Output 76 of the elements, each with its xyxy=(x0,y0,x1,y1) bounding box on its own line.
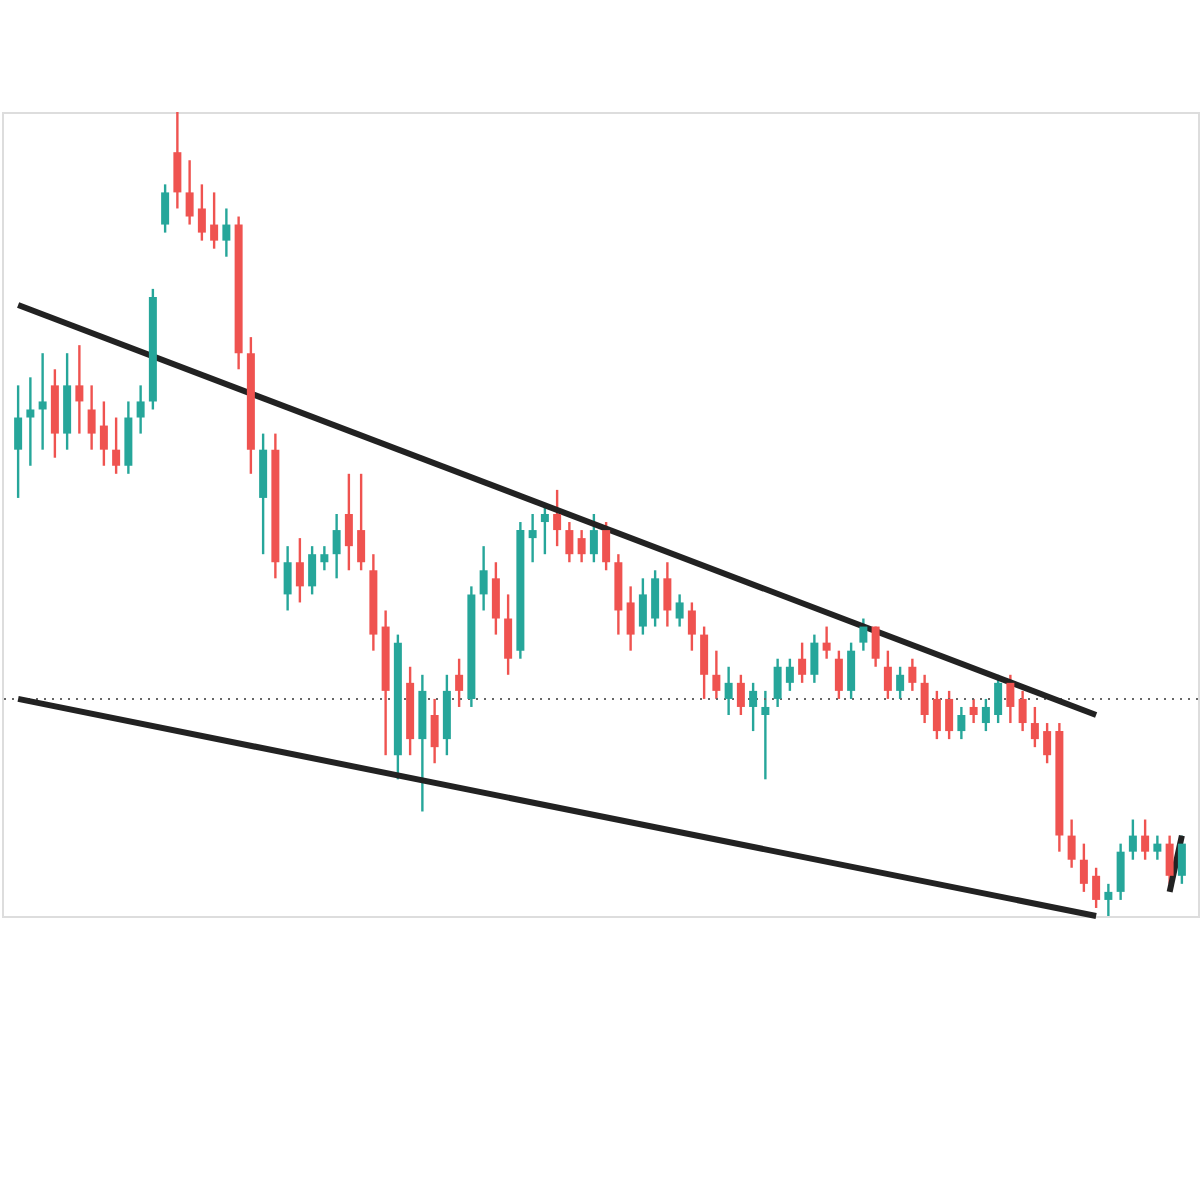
candlestick xyxy=(357,472,366,572)
candlestick xyxy=(540,504,549,556)
candlestick xyxy=(626,585,635,652)
candlestick xyxy=(99,400,108,467)
candlestick xyxy=(945,689,954,741)
candlestick xyxy=(320,544,329,572)
candlestick xyxy=(75,343,84,435)
candlestick xyxy=(908,657,917,693)
candlestick xyxy=(957,705,966,741)
candlestick xyxy=(553,488,562,548)
candlestick xyxy=(969,697,978,725)
candlestick xyxy=(295,536,304,604)
candlestick xyxy=(1141,818,1150,861)
candlestick xyxy=(1128,818,1137,861)
candlestick xyxy=(834,649,843,701)
candlestick xyxy=(896,665,905,701)
candlestick xyxy=(1006,673,1015,725)
candlestick xyxy=(981,697,990,733)
candlestick xyxy=(173,110,182,210)
candlestick xyxy=(798,641,807,685)
candlestick xyxy=(308,544,317,596)
candlestick xyxy=(700,625,709,701)
candlestick xyxy=(932,689,941,741)
candlestick xyxy=(1104,882,1113,918)
candlestick xyxy=(822,625,831,660)
candlestick xyxy=(871,625,880,668)
candlestick xyxy=(602,520,611,572)
candlestick xyxy=(491,561,500,636)
candlestick xyxy=(773,657,782,709)
candlestick xyxy=(687,601,696,652)
candlestick xyxy=(663,561,672,628)
candlestick xyxy=(112,416,121,475)
candlestick xyxy=(332,512,341,580)
candlestick xyxy=(283,544,292,612)
candlestick xyxy=(479,544,488,612)
candlestick xyxy=(161,183,170,234)
candlestick xyxy=(724,665,733,717)
candlestick xyxy=(528,512,537,564)
candlestick xyxy=(565,520,574,564)
candlestick xyxy=(455,657,464,709)
candlestick xyxy=(344,472,353,572)
candlestick xyxy=(883,649,892,701)
candlestick xyxy=(749,681,758,733)
candlestick xyxy=(1079,842,1088,894)
candlestick xyxy=(1018,689,1027,733)
candlestick xyxy=(1116,842,1125,902)
candlestick xyxy=(185,159,194,226)
candlestick xyxy=(1165,834,1174,886)
candlestick xyxy=(504,593,513,676)
candlestick xyxy=(920,673,929,725)
candlestick xyxy=(847,641,856,701)
candlestick xyxy=(577,528,586,564)
candlestick xyxy=(712,649,721,701)
candlestick xyxy=(651,569,660,628)
candlestick xyxy=(785,657,794,693)
candlestick xyxy=(675,593,684,628)
candlestick xyxy=(1043,721,1052,765)
candlestick xyxy=(222,207,231,258)
candlestick xyxy=(136,384,145,435)
candlestick xyxy=(210,191,219,250)
candlestick xyxy=(38,352,47,451)
candlestick xyxy=(87,384,96,451)
candlestick xyxy=(430,697,439,765)
candlestick xyxy=(1092,866,1101,910)
candlestick xyxy=(859,617,868,652)
candlestick xyxy=(1030,705,1039,749)
candlestick xyxy=(761,689,770,781)
candlestick xyxy=(589,512,598,564)
candlestick xyxy=(810,633,819,685)
candlestick xyxy=(26,376,35,467)
candlestick xyxy=(736,673,745,717)
candlestick xyxy=(197,183,206,242)
candlestick xyxy=(1153,834,1162,861)
candlestick xyxy=(1067,818,1076,869)
candlestick xyxy=(638,577,647,636)
candlestick xyxy=(14,384,23,500)
